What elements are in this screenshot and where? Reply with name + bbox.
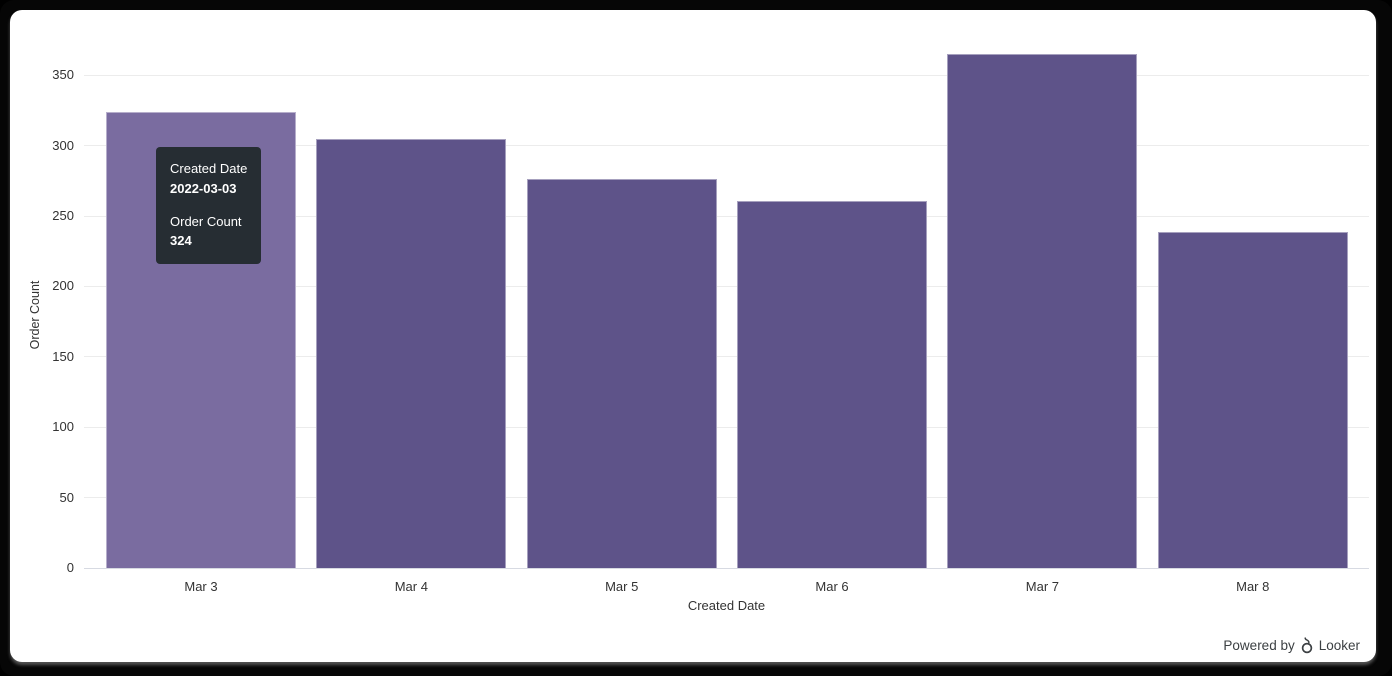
- chart-panel: Order Count 0 50 100 150 200 250 300 350 Mar 3 Ma…: [10, 10, 1376, 662]
- bar-mar-7[interactable]: [947, 54, 1138, 568]
- powered-by-text: Powered by: [1223, 638, 1295, 653]
- x-tick-label-mar-5: Mar 5: [605, 579, 639, 594]
- x-tick-label-mar-4: Mar 4: [394, 579, 428, 594]
- x-tick-label-mar-6: Mar 6: [815, 579, 849, 594]
- x-axis-baseline: [84, 567, 1369, 569]
- tooltip: Created Date 2022-03-03 Order Count 324: [156, 147, 262, 264]
- x-tick-label-mar-8: Mar 8: [1236, 579, 1270, 594]
- y-gridline-350: [84, 74, 1369, 76]
- x-tick-label-mar-3: Mar 3: [184, 579, 218, 594]
- bar-mar-8[interactable]: [1157, 231, 1348, 568]
- bar-mar-5[interactable]: [526, 179, 717, 568]
- plot-area: 0 50 100 150 200 250 300 350 Mar 3 Mar 4 Mar 5 Mar …: [52, 40, 1369, 594]
- y-gridline-200: [84, 285, 1369, 287]
- bar-mar-4[interactable]: [316, 138, 507, 568]
- y-gridline-250: [84, 215, 1369, 217]
- bar-mar-6[interactable]: [737, 200, 928, 568]
- y-tick-label-0: 0: [66, 560, 74, 575]
- tooltip-dimension-label: Created Date: [170, 161, 248, 176]
- y-gridline-50: [84, 497, 1369, 499]
- tooltip-measure-label: Order Count: [170, 213, 242, 229]
- powered-by-looker-link[interactable]: Powered by Looker: [1223, 637, 1360, 654]
- y-gridline-300: [84, 145, 1369, 147]
- tooltip-measure-value: 324: [170, 233, 192, 249]
- y-tick-label-250: 250: [52, 208, 74, 223]
- x-axis-title: Created Date: [687, 598, 766, 613]
- tooltip-spacer: [170, 199, 247, 212]
- x-tick-label-mar-7: Mar 7: [1025, 579, 1059, 594]
- y-gridline-100: [84, 426, 1369, 428]
- y-tick-label-150: 150: [52, 348, 74, 364]
- tooltip-dimension-value: 2022-03-03: [170, 180, 237, 196]
- looker-logo-icon: [1301, 637, 1312, 654]
- y-tick-label-100: 100: [52, 419, 74, 435]
- y-tick-label-300: 300: [52, 137, 74, 153]
- y-tick-label-350: 350: [52, 67, 74, 83]
- looker-brand-text: Looker: [1318, 638, 1360, 653]
- y-tick-label-200: 200: [52, 278, 74, 294]
- y-gridline-150: [84, 356, 1369, 358]
- y-tick-label-50: 50: [59, 489, 74, 505]
